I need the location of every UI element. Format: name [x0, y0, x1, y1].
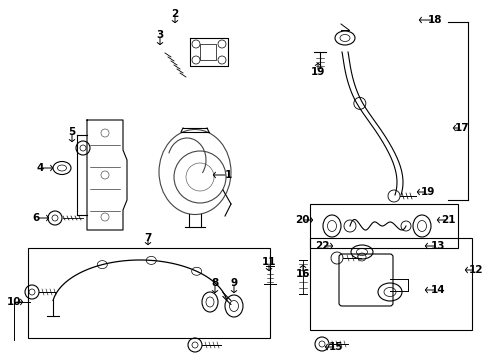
Text: 14: 14 — [431, 285, 445, 295]
Text: 6: 6 — [32, 213, 40, 223]
Bar — [200, 44, 216, 60]
Text: 2: 2 — [172, 9, 179, 19]
Text: 3: 3 — [156, 30, 164, 40]
Text: 19: 19 — [311, 67, 325, 77]
Text: 22: 22 — [315, 241, 329, 251]
Text: 20: 20 — [295, 215, 309, 225]
Text: 18: 18 — [428, 15, 442, 25]
Text: 13: 13 — [431, 241, 445, 251]
Text: 4: 4 — [36, 163, 44, 173]
Text: 8: 8 — [211, 278, 219, 288]
Text: 9: 9 — [230, 278, 238, 288]
Text: 17: 17 — [455, 123, 469, 133]
Bar — [310, 238, 472, 330]
Bar — [310, 204, 458, 248]
Text: 7: 7 — [145, 233, 152, 243]
Text: 5: 5 — [69, 127, 75, 137]
Text: 21: 21 — [441, 215, 455, 225]
Text: 16: 16 — [296, 269, 310, 279]
Text: 15: 15 — [329, 342, 343, 352]
Text: 11: 11 — [262, 257, 276, 267]
Text: 10: 10 — [7, 297, 21, 307]
Bar — [28, 248, 270, 338]
Text: 1: 1 — [224, 170, 232, 180]
Text: 12: 12 — [469, 265, 483, 275]
Text: 19: 19 — [421, 187, 435, 197]
